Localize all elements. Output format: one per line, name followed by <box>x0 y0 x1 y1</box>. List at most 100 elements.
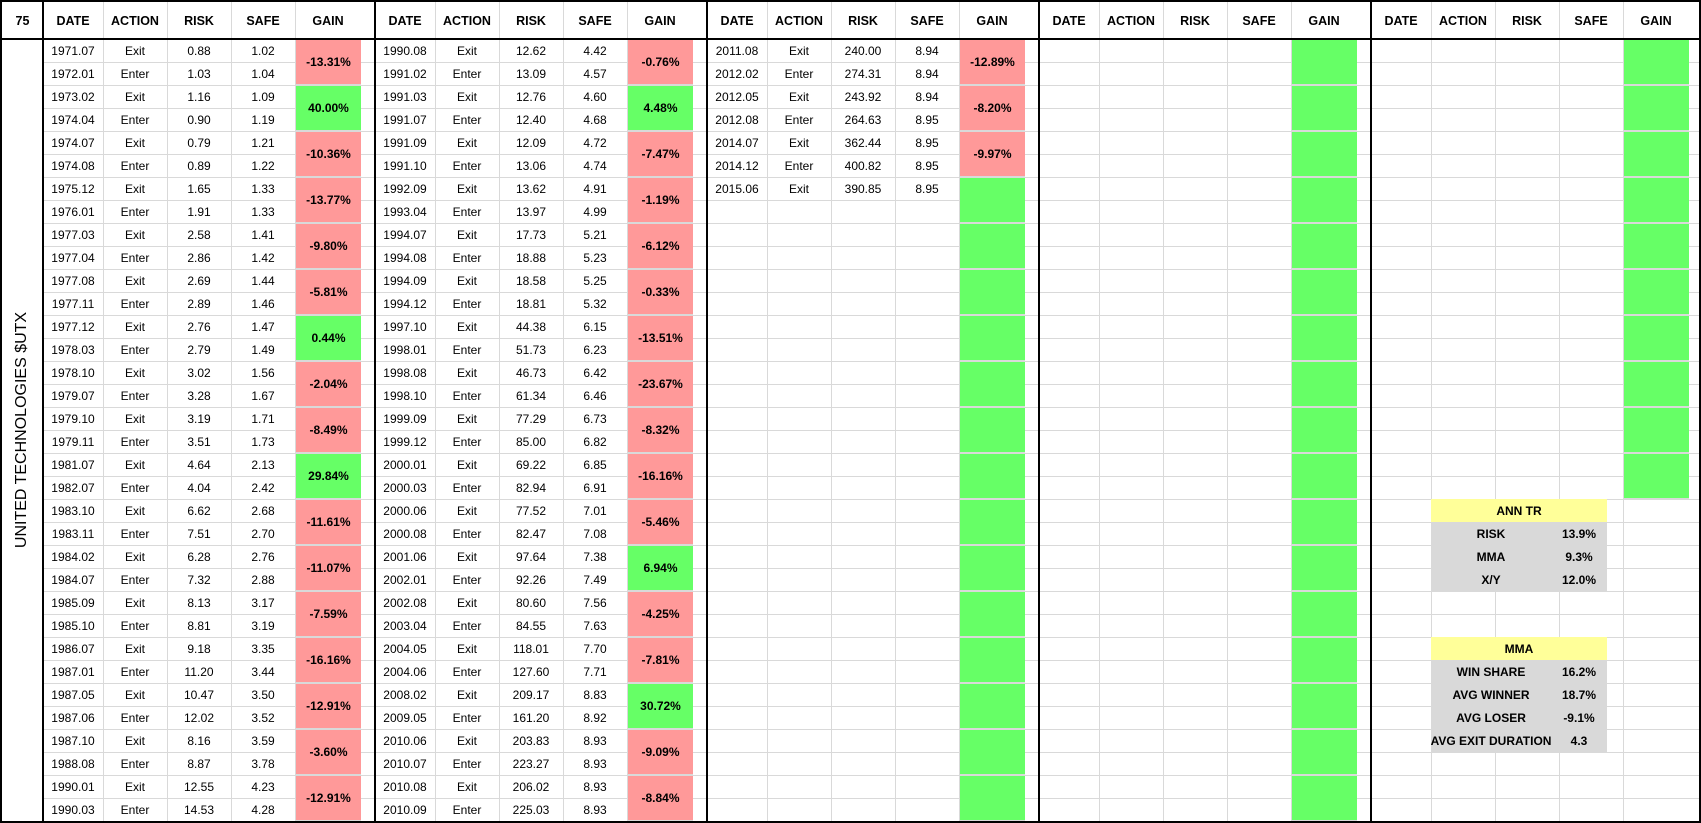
action-cell: Exit <box>124 135 145 150</box>
risk-cell: 2.76 <box>187 319 211 334</box>
grid-col-line <box>1559 39 1560 821</box>
action-cell: Exit <box>124 733 145 748</box>
gain-cell: -12.89% <box>960 40 1025 85</box>
safe-cell: 4.72 <box>583 135 607 150</box>
header-col-line <box>767 2 768 39</box>
grid-row-line <box>43 223 1699 224</box>
grid-col-line <box>959 39 960 821</box>
grid-row-line <box>43 453 1699 454</box>
grid-row-line <box>43 384 1699 385</box>
action-cell: Exit <box>456 457 477 472</box>
risk-cell: 17.73 <box>515 227 547 242</box>
gain-cell: -10.36% <box>296 132 361 177</box>
header-risk: RISK <box>848 13 878 28</box>
gain-cell <box>1624 40 1689 85</box>
mma-summary-title: MMA <box>1431 637 1607 660</box>
risk-cell: 13.62 <box>515 181 547 196</box>
action-cell: Enter <box>120 66 150 81</box>
header-col-line <box>1623 2 1624 39</box>
grid-row-line <box>43 660 1699 661</box>
header-gain: GAIN <box>312 13 344 28</box>
gain-cell <box>960 592 1025 637</box>
risk-cell: 13.09 <box>515 66 547 81</box>
grid-row-line <box>43 407 1699 408</box>
ann_tr-summary-title: ANN TR <box>1431 499 1607 522</box>
gain-cell: -8.32% <box>628 408 693 453</box>
date-cell: 2010.09 <box>383 802 427 817</box>
date-cell: 2002.08 <box>383 595 427 610</box>
action-cell: Exit <box>456 733 477 748</box>
action-cell: Exit <box>124 503 145 518</box>
action-cell: Enter <box>120 526 150 541</box>
risk-cell: 1.16 <box>187 89 211 104</box>
date-cell: 1991.07 <box>383 112 427 127</box>
risk-cell: 4.64 <box>187 457 211 472</box>
action-cell: Exit <box>124 687 145 702</box>
date-cell: 2004.05 <box>383 641 427 656</box>
safe-cell: 1.41 <box>251 227 275 242</box>
safe-cell: 5.23 <box>583 250 607 265</box>
safe-cell: 1.73 <box>251 434 275 449</box>
grid-row-line <box>43 499 1699 500</box>
gain-cell: -8.84% <box>628 776 693 821</box>
safe-cell: 8.93 <box>583 756 607 771</box>
header-risk: RISK <box>516 13 546 28</box>
date-cell: 1977.12 <box>51 319 95 334</box>
gain-cell: -1.19% <box>628 178 693 223</box>
action-cell: Enter <box>452 204 482 219</box>
risk-cell: 18.81 <box>515 296 547 311</box>
safe-cell: 1.22 <box>251 158 275 173</box>
grid-row-line <box>43 568 1699 569</box>
date-cell: 1994.08 <box>383 250 427 265</box>
header-date: DATE <box>1384 13 1418 28</box>
grid-row-line <box>43 752 1699 753</box>
side-separator <box>42 0 44 823</box>
risk-cell: 84.55 <box>515 618 547 633</box>
gain-cell: -16.16% <box>296 638 361 683</box>
gain-cell <box>1624 454 1689 499</box>
date-cell: 1999.09 <box>383 411 427 426</box>
gain-cell <box>1624 86 1689 131</box>
gain-cell: -8.20% <box>960 86 1025 131</box>
risk-cell: 3.19 <box>187 411 211 426</box>
date-cell: 1987.05 <box>51 687 95 702</box>
mma-summary-label: AVG WINNER <box>1431 683 1551 706</box>
date-cell: 1997.10 <box>383 319 427 334</box>
date-cell: 1987.01 <box>51 664 95 679</box>
header-date: DATE <box>720 13 754 28</box>
gain-cell: -11.61% <box>296 500 361 545</box>
safe-cell: 3.35 <box>251 641 275 656</box>
date-cell: 1991.02 <box>383 66 427 81</box>
gain-cell <box>960 270 1025 315</box>
safe-cell: 1.33 <box>251 204 275 219</box>
header-col-line <box>1559 2 1560 39</box>
safe-cell: 6.15 <box>583 319 607 334</box>
safe-cell: 8.92 <box>583 710 607 725</box>
header-safe: SAFE <box>1242 13 1276 28</box>
mma-summary-value: 18.7% <box>1551 683 1607 706</box>
safe-cell: 3.78 <box>251 756 275 771</box>
header-col-line <box>103 2 104 39</box>
safe-cell: 8.95 <box>915 135 939 150</box>
gain-cell <box>1624 270 1689 315</box>
safe-cell: 4.91 <box>583 181 607 196</box>
safe-cell: 1.09 <box>251 89 275 104</box>
grid-col-line <box>167 39 168 821</box>
safe-cell: 3.19 <box>251 618 275 633</box>
grid-col-line <box>1163 39 1164 821</box>
safe-cell: 5.32 <box>583 296 607 311</box>
header-risk: RISK <box>1180 13 1210 28</box>
grid-row-line <box>43 108 1699 109</box>
safe-cell: 4.60 <box>583 89 607 104</box>
gain-cell: -7.59% <box>296 592 361 637</box>
gain-cell <box>960 454 1025 499</box>
risk-cell: 10.47 <box>183 687 215 702</box>
safe-cell: 8.93 <box>583 779 607 794</box>
gain-cell: -8.49% <box>296 408 361 453</box>
risk-cell: 127.60 <box>512 664 550 679</box>
grid-col-line <box>767 39 768 821</box>
date-cell: 1979.07 <box>51 388 95 403</box>
header-col-line <box>627 2 628 39</box>
gain-cell: -9.80% <box>296 224 361 269</box>
gain-cell <box>960 178 1025 223</box>
